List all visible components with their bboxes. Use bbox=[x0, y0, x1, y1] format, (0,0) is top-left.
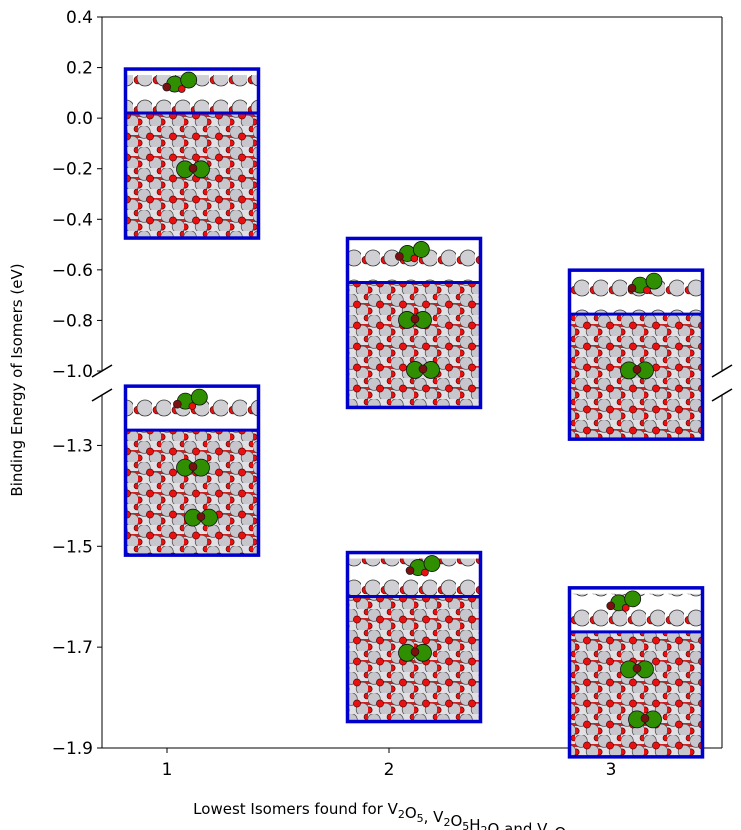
upper-ytick-label: −0.6 bbox=[52, 261, 93, 281]
upper-ytick-label: 0.4 bbox=[66, 8, 93, 28]
upper-ytick-label: −1.0 bbox=[52, 362, 93, 382]
upper-ytick-label: −0.2 bbox=[52, 160, 93, 180]
axis-break-mark bbox=[711, 364, 733, 378]
axis-break-mark bbox=[91, 388, 113, 402]
xtick-label: 3 bbox=[606, 760, 617, 780]
xtick-label: 2 bbox=[384, 760, 395, 780]
x-axis-title: Lowest Isomers found for V2O5, V2O5H2O a… bbox=[193, 800, 613, 830]
lower-ytick-label: −1.7 bbox=[52, 638, 93, 658]
lower-ytick-label: −1.9 bbox=[52, 739, 93, 759]
isomer-structure-lower-1 bbox=[123, 384, 261, 557]
xtick-label: 1 bbox=[162, 760, 173, 780]
lower-ytick-label: −1.5 bbox=[52, 537, 93, 557]
isomer-structure-lower-3 bbox=[567, 586, 705, 759]
isomer-structure-lower-2 bbox=[345, 550, 483, 724]
upper-ytick-label: −0.4 bbox=[52, 210, 93, 230]
y-axis-title: Binding Energy of Isomers (eV) bbox=[8, 263, 26, 496]
isomer-structure-upper-3 bbox=[567, 268, 705, 441]
axis-break-mark bbox=[711, 388, 733, 402]
isomer-structure-upper-2 bbox=[345, 236, 483, 410]
upper-ytick-label: 0.2 bbox=[66, 59, 93, 79]
upper-ytick-label: −0.8 bbox=[52, 311, 93, 331]
upper-ytick-label: 0.0 bbox=[66, 109, 93, 129]
isomer-structure-upper-1 bbox=[123, 67, 261, 240]
lower-ytick-label: −1.3 bbox=[52, 436, 93, 456]
